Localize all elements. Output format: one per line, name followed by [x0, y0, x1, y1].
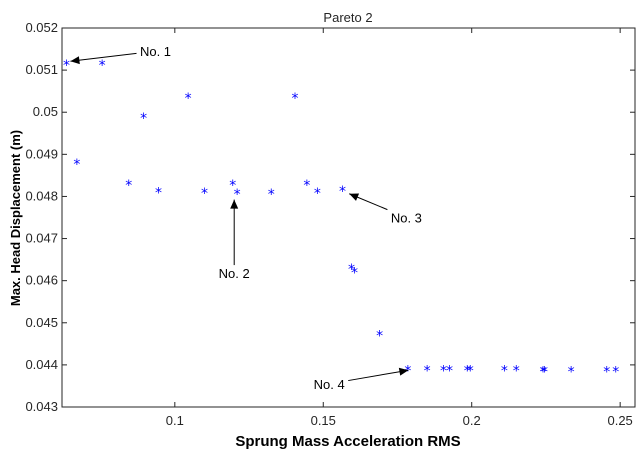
data-point: * [140, 111, 147, 127]
data-point: * [513, 364, 520, 380]
annotation-arrow-head [349, 193, 360, 201]
data-point: * [464, 364, 471, 380]
data-point: * [404, 364, 411, 380]
y-tick-label: 0.044 [25, 357, 58, 372]
data-point: * [185, 91, 192, 107]
data-point: * [541, 364, 548, 380]
y-tick-label: 0.051 [25, 62, 58, 77]
y-axis-label: Max. Head Displacement (m) [8, 130, 23, 306]
y-axis: 0.043 0.044 0.045 0.046 0.047 0.048 0.049 0.05 0… [25, 20, 635, 414]
data-point: * [467, 364, 474, 380]
x-tick-label: 0.2 [463, 413, 481, 428]
data-point: * [303, 178, 310, 194]
annotation-arrow-head [398, 367, 409, 376]
annotation-arrow-head [230, 199, 239, 209]
annotation-arrow-line [70, 52, 137, 62]
annotation-arrow-head [70, 56, 80, 65]
annotation-label: No. 4 [314, 377, 345, 392]
y-tick-label: 0.049 [25, 146, 58, 161]
data-point: * [234, 187, 241, 203]
y-tick-label: 0.043 [25, 399, 58, 414]
data-point: * [125, 178, 132, 194]
data-point: * [440, 364, 447, 380]
x-tick-label: 0.1 [166, 413, 184, 428]
data-point: * [348, 262, 355, 278]
data-point: * [424, 364, 431, 380]
y-tick-label: 0.047 [25, 231, 58, 246]
data-point: * [351, 265, 358, 281]
data-point: * [339, 184, 346, 200]
data-point: * [155, 185, 162, 201]
data-point: * [63, 58, 70, 74]
y-tick-label: 0.05 [33, 104, 58, 119]
data-point: * [612, 364, 619, 380]
data-points: * **** ** * *** *** ***** * ** ** * * ** * * * [63, 58, 619, 380]
data-point: * [73, 157, 80, 173]
plot-area [61, 27, 636, 408]
x-axis: 0.1 0.15 0.2 0.25 [166, 28, 633, 428]
annotation-label: No. 1 [140, 44, 171, 59]
annotations: No. 1 No. 2 No. 3 No. 4 [70, 44, 422, 392]
y-tick-label: 0.048 [25, 188, 58, 203]
y-tick-label: 0.046 [25, 273, 58, 288]
data-point: * [501, 364, 508, 380]
data-point: * [568, 364, 575, 380]
annotation-label: No. 3 [391, 211, 422, 226]
data-point: * [376, 329, 383, 345]
x-tick-label: 0.15 [311, 413, 336, 428]
data-point: * [201, 186, 208, 202]
data-point: * [229, 178, 236, 194]
annotation-arrow-line [348, 369, 409, 382]
data-point: * [603, 364, 610, 380]
x-axis-label: Sprung Mass Acceleration RMS [235, 433, 460, 450]
x-tick-label: 0.25 [607, 413, 632, 428]
y-tick-label: 0.045 [25, 315, 58, 330]
data-point: * [99, 58, 106, 74]
data-point: * [314, 186, 321, 202]
y-tick-label: 0.052 [25, 20, 58, 35]
data-point: * [539, 364, 546, 380]
data-point: * [268, 187, 275, 203]
data-point: * [446, 364, 453, 380]
chart-title: Pareto 2 [323, 10, 372, 25]
annotation-label: No. 2 [219, 266, 250, 281]
data-point: * [292, 91, 299, 107]
